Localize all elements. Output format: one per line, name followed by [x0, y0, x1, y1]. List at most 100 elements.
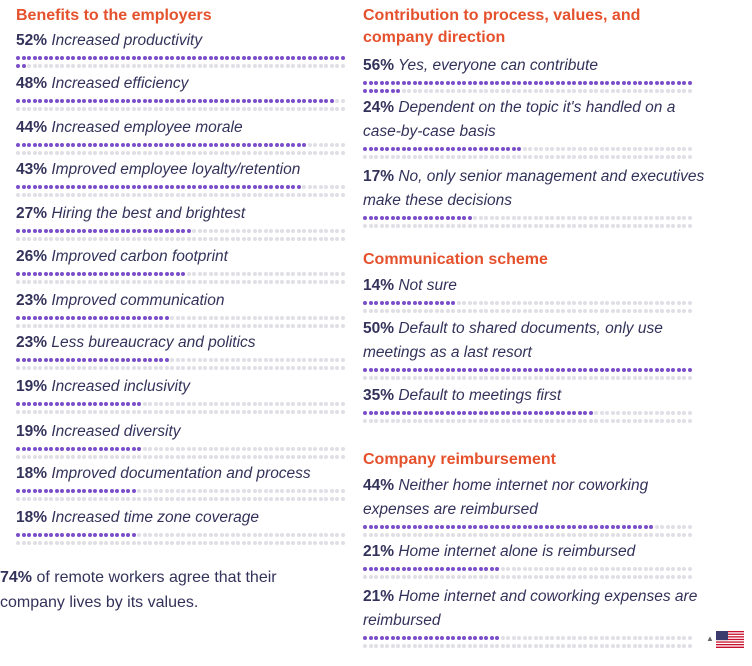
dot-empty	[98, 64, 103, 68]
dot-empty	[98, 410, 103, 414]
dot-empty	[401, 376, 406, 380]
dot-empty	[236, 229, 240, 233]
dot-empty	[583, 224, 587, 228]
dot-empty	[627, 301, 631, 305]
dot-empty	[269, 151, 273, 155]
dot-empty	[131, 366, 136, 370]
dot-empty	[649, 567, 653, 571]
dot-filled	[49, 99, 53, 103]
dot-empty	[335, 533, 339, 537]
dot-filled	[109, 99, 114, 103]
dot-filled	[131, 185, 136, 189]
dot-empty	[671, 575, 675, 579]
dot-empty	[473, 376, 477, 380]
dot-filled	[296, 185, 301, 189]
dot-filled	[396, 525, 400, 529]
dot-empty	[451, 224, 455, 228]
dot-empty	[489, 309, 494, 313]
dot-empty	[610, 575, 615, 579]
dot-empty	[252, 229, 257, 233]
dot-empty	[511, 224, 516, 228]
dot-empty	[252, 151, 257, 155]
dot-empty	[335, 229, 339, 233]
dot-filled	[93, 402, 97, 406]
dot-empty	[572, 575, 576, 579]
dot-empty	[307, 447, 312, 451]
caret-up-icon[interactable]: ▲	[706, 634, 714, 643]
dot-empty	[307, 143, 312, 147]
dot-empty	[269, 410, 273, 414]
dot-filled	[363, 368, 367, 372]
dot-empty	[247, 410, 251, 414]
dot-filled	[109, 143, 114, 147]
dot-filled	[555, 81, 560, 85]
dot-filled	[21, 489, 26, 493]
dot-empty	[32, 280, 37, 284]
dot-filled	[82, 143, 86, 147]
dot-filled	[484, 147, 488, 151]
dot-empty	[230, 447, 235, 451]
dot-empty	[27, 410, 31, 414]
dot-empty	[98, 280, 103, 284]
dot-empty	[291, 272, 295, 276]
dot-empty	[335, 151, 339, 155]
dot-filled	[572, 368, 576, 372]
dot-empty	[285, 358, 290, 362]
dot-empty	[638, 155, 642, 159]
dot-empty	[175, 151, 180, 155]
dot-empty	[385, 644, 389, 648]
dot-empty	[104, 366, 108, 370]
bar-value-label: 44%	[363, 477, 395, 494]
dot-filled	[379, 89, 384, 93]
dot-empty	[561, 224, 565, 228]
bar-item: 43% Improved employee loyalty/retention	[16, 158, 346, 197]
dot-empty	[225, 455, 229, 459]
bar-label: 35% Default to meetings first	[363, 384, 708, 408]
dot-empty	[274, 272, 279, 276]
dot-filled	[164, 316, 169, 320]
dot-empty	[82, 366, 86, 370]
dot-filled	[451, 81, 455, 85]
dot-empty	[170, 455, 174, 459]
dot-empty	[544, 644, 549, 648]
dot-empty	[54, 237, 59, 241]
dot-filled	[632, 525, 637, 529]
dot-filled	[511, 368, 516, 372]
dot-empty	[285, 533, 290, 537]
dot-empty	[665, 301, 670, 305]
dot-bar	[16, 99, 346, 111]
dot-empty	[120, 193, 125, 197]
dot-filled	[82, 489, 86, 493]
dot-empty	[396, 155, 400, 159]
dot-filled	[423, 147, 428, 151]
dot-empty	[462, 155, 466, 159]
dot-empty	[418, 575, 422, 579]
dot-empty	[539, 376, 543, 380]
dot-filled	[522, 81, 527, 85]
dot-empty	[197, 447, 202, 451]
dot-empty	[159, 280, 163, 284]
dot-empty	[473, 533, 477, 537]
dot-filled	[385, 368, 389, 372]
dot-empty	[54, 64, 59, 68]
dot-filled	[418, 411, 422, 415]
dot-filled	[462, 636, 466, 640]
dot-empty	[687, 376, 692, 380]
dot-filled	[263, 143, 268, 147]
dot-empty	[379, 376, 384, 380]
dot-empty	[390, 644, 395, 648]
dot-empty	[517, 301, 521, 305]
dot-empty	[627, 411, 631, 415]
us-flag-icon[interactable]	[716, 631, 744, 648]
dot-filled	[489, 368, 494, 372]
dot-empty	[665, 533, 670, 537]
dot-empty	[285, 402, 290, 406]
dot-empty	[109, 280, 114, 284]
dot-empty	[539, 301, 543, 305]
dot-empty	[313, 447, 317, 451]
dot-empty	[368, 575, 373, 579]
dot-empty	[605, 644, 609, 648]
dot-empty	[429, 419, 433, 423]
dot-filled	[451, 301, 455, 305]
dot-empty	[539, 309, 543, 313]
